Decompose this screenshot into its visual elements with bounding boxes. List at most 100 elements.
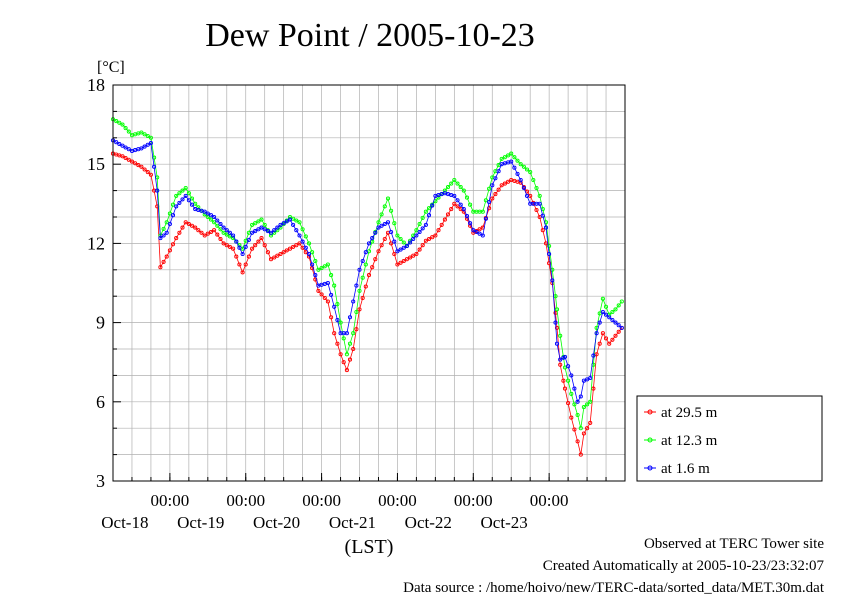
series-point [253, 229, 258, 234]
series-point [189, 202, 195, 207]
series-point [392, 221, 397, 226]
x-tick-label: 00:00 [454, 491, 493, 510]
series-point [600, 309, 605, 315]
legend-label: at 1.6 m [661, 461, 710, 477]
series-point [145, 170, 150, 175]
series-point [600, 331, 605, 336]
series-point [357, 288, 362, 293]
series-point [259, 217, 264, 222]
series-point [167, 248, 172, 253]
series-point [379, 243, 384, 248]
series-point [284, 248, 289, 253]
series-point [183, 220, 188, 225]
series-point [284, 219, 289, 224]
series-point [291, 222, 296, 227]
series-point [558, 333, 563, 338]
x-day-label: Oct-19 [177, 513, 224, 532]
series-point [360, 295, 365, 301]
series-point [379, 212, 384, 217]
series-point [145, 133, 150, 139]
series-point [389, 229, 394, 235]
series-point [332, 283, 337, 288]
series-point [487, 199, 492, 205]
series-point [373, 230, 378, 235]
series-point [265, 229, 270, 234]
series-point [205, 211, 210, 216]
series-point [515, 158, 520, 163]
series-point [597, 320, 602, 325]
series-point [341, 360, 346, 365]
series-point [354, 283, 359, 288]
series-point [575, 439, 580, 444]
series-point [477, 231, 482, 236]
series-point [316, 288, 321, 293]
series-point [547, 251, 552, 257]
series-point [521, 185, 526, 191]
series-point [303, 234, 308, 239]
x-axis-label: (LST) [345, 536, 394, 558]
series-point [186, 191, 191, 196]
series-point [183, 185, 188, 191]
series-point [297, 233, 302, 238]
series-point [449, 207, 454, 212]
legend-marker [647, 465, 653, 471]
grid [113, 84, 625, 482]
series-point [382, 236, 387, 242]
series-point [174, 204, 179, 209]
series-point [616, 329, 621, 334]
series-point [145, 142, 150, 147]
series-point [250, 246, 255, 251]
series-point [313, 273, 318, 278]
series-point [417, 229, 422, 235]
series-point [313, 258, 318, 264]
series-point [344, 331, 349, 336]
series-point [461, 188, 466, 193]
series-point [379, 223, 384, 228]
series-point [278, 222, 283, 227]
chart-title: Dew Point / 2005-10-23 [205, 17, 535, 54]
series-point [306, 241, 312, 246]
series-point [186, 221, 191, 227]
series-point [420, 215, 425, 220]
series-point [224, 232, 229, 237]
footer-site: Observed at TERC Tower site [643, 536, 824, 552]
y-tick-label: 3 [96, 471, 105, 491]
series-point [578, 426, 583, 431]
series-point [392, 251, 397, 257]
series-point [452, 201, 457, 206]
series-point [417, 221, 422, 227]
series-point [474, 229, 479, 235]
series-point [561, 378, 566, 383]
series-point [256, 239, 261, 244]
series-point [464, 195, 470, 200]
series-point [218, 236, 223, 242]
series-point [177, 230, 182, 235]
series-point [562, 386, 568, 391]
series-point [483, 198, 488, 203]
series-point [259, 225, 264, 230]
y-tick-label: 15 [87, 154, 105, 174]
series-point [499, 156, 504, 161]
series-point [588, 420, 593, 425]
series-point [420, 243, 425, 248]
series-point [575, 412, 580, 418]
series-point [281, 221, 286, 226]
series-point [310, 262, 315, 267]
series-point [291, 244, 296, 249]
x-tick-label: 00:00 [151, 491, 190, 510]
series-point [613, 333, 618, 338]
series-point [319, 265, 324, 271]
series-point [509, 151, 514, 156]
series-point [262, 227, 267, 232]
series-point [442, 188, 447, 193]
series-point [161, 233, 166, 238]
series-point [558, 362, 563, 367]
series-point [480, 209, 485, 214]
series-point [404, 257, 409, 262]
series-point [395, 262, 400, 267]
series-point [148, 141, 153, 146]
series-point [351, 331, 356, 336]
series-point [170, 242, 176, 247]
series-point [572, 402, 577, 407]
series-point [597, 341, 602, 346]
